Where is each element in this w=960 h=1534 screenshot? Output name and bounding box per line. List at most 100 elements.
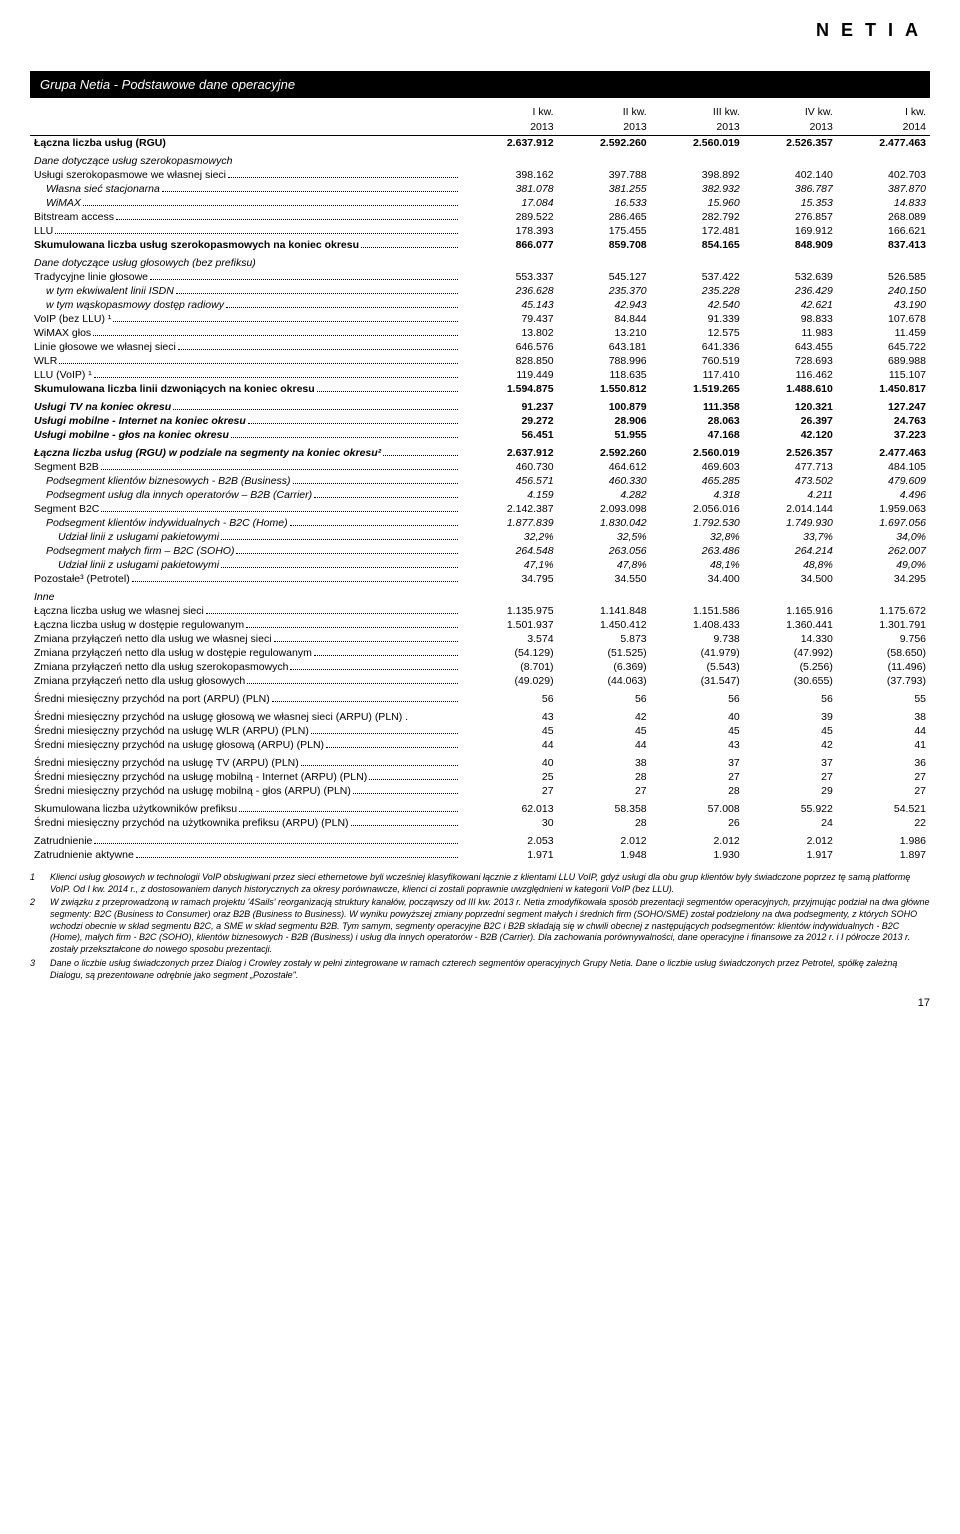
row-label: Zmiana przyłączeń netto dla usług szerok… (34, 661, 288, 673)
cell-value: 1.450.817 (837, 382, 930, 396)
cell-value: 26.397 (744, 414, 837, 428)
cell-value: 32,8% (651, 530, 744, 544)
row-label: WiMAX (34, 197, 81, 209)
cell-value: 51.955 (558, 428, 651, 442)
cell-value: 27 (651, 770, 744, 784)
cell-value: 1.986 (837, 834, 930, 848)
cell-value: 56 (558, 692, 651, 706)
row-label: Usługi mobilne - głos na koniec okresu (34, 429, 229, 441)
cell-value: 398.892 (651, 168, 744, 182)
cell-value (558, 154, 651, 168)
cell-value: 2.526.357 (744, 136, 837, 151)
cell-value: 1.749.930 (744, 516, 837, 530)
row-label: Podsegment małych firm – B2C (SOHO) (34, 545, 234, 557)
cell-value: 79.437 (464, 312, 557, 326)
cell-value: 235.228 (651, 284, 744, 298)
period-header: III kw. (651, 104, 744, 119)
cell-value: 14.330 (744, 632, 837, 646)
cell-value: 1.594.875 (464, 382, 557, 396)
cell-value: 387.870 (837, 182, 930, 196)
cell-value: 484.105 (837, 460, 930, 474)
cell-value: 36 (837, 756, 930, 770)
row-label: Udział linii z usługami pakietowymi (34, 559, 219, 571)
row-label: Zmiana przyłączeń netto dla usług w dost… (34, 647, 312, 659)
table-row: Usługi mobilne - Internet na koniec okre… (30, 414, 930, 428)
cell-value: 4.318 (651, 488, 744, 502)
cell-value: 29.272 (464, 414, 557, 428)
cell-value: 38 (558, 756, 651, 770)
row-label: Średni miesięczny przychód na usługę mob… (34, 771, 367, 783)
cell-value: 48,1% (651, 558, 744, 572)
cell-value: 41 (837, 738, 930, 752)
cell-value: 1.959.063 (837, 502, 930, 516)
cell-value (651, 154, 744, 168)
row-label: Zmiana przyłączeń netto dla usług głosow… (34, 675, 245, 687)
cell-value: 1.151.586 (651, 604, 744, 618)
footnote-text: Klienci usług głosowych w technologii Vo… (50, 872, 930, 895)
cell-value: 4.496 (837, 488, 930, 502)
cell-value: 479.609 (837, 474, 930, 488)
table-row: Segment B2B460.730464.612469.603477.7134… (30, 460, 930, 474)
cell-value (651, 590, 744, 604)
cell-value: 91.237 (464, 400, 557, 414)
period-year: 2013 (744, 119, 837, 136)
row-label: Zmiana przyłączeń netto dla usług we wła… (34, 633, 272, 645)
cell-value (744, 154, 837, 168)
cell-value: 1.175.672 (837, 604, 930, 618)
cell-value: 45 (651, 724, 744, 738)
table-row: Średni miesięczny przychód na użytkownik… (30, 816, 930, 830)
cell-value: 25 (464, 770, 557, 784)
table-row: Dane dotyczące usług głosowych (bez pref… (30, 256, 930, 270)
table-row: Podsegment małych firm – B2C (SOHO)264.5… (30, 544, 930, 558)
table-row: Linie głosowe we własnej sieci646.576643… (30, 340, 930, 354)
cell-value: 34.400 (651, 572, 744, 586)
cell-value: 44 (464, 738, 557, 752)
data-table: I kw.II kw.III kw.IV kw.I kw.20132013201… (30, 104, 930, 862)
cell-value: 13.210 (558, 326, 651, 340)
table-row: Średni miesięczny przychód na port (ARPU… (30, 692, 930, 706)
cell-value: 44 (837, 724, 930, 738)
cell-value: 5.873 (558, 632, 651, 646)
cell-value: 56 (651, 692, 744, 706)
footnote-num: 3 (30, 958, 50, 981)
cell-value: 402.703 (837, 168, 930, 182)
cell-value: 788.996 (558, 354, 651, 368)
table-row: Zmiana przyłączeń netto dla usług głosow… (30, 674, 930, 688)
row-label: w tym wąskopasmowy dostęp radiowy (34, 299, 224, 311)
cell-value: 386.787 (744, 182, 837, 196)
cell-value: 33,7% (744, 530, 837, 544)
cell-value: 1.360.441 (744, 618, 837, 632)
cell-value: 381.255 (558, 182, 651, 196)
row-label: Dane dotyczące usług szerokopasmowych (34, 155, 232, 167)
table-row: Średni miesięczny przychód na usługę gło… (30, 710, 930, 724)
cell-value: 28.906 (558, 414, 651, 428)
table-row: Skumulowana liczba usług szerokopasmowyc… (30, 238, 930, 252)
cell-value: 48,8% (744, 558, 837, 572)
cell-value (464, 256, 557, 270)
cell-value: 27 (837, 770, 930, 784)
cell-value: (44.063) (558, 674, 651, 688)
row-label: Własna sieć stacjonarna (34, 183, 160, 195)
cell-value: (41.979) (651, 646, 744, 660)
cell-value: 1.897 (837, 848, 930, 862)
cell-value: 848.909 (744, 238, 837, 252)
table-row: w tym wąskopasmowy dostęp radiowy45.1434… (30, 298, 930, 312)
cell-value: 276.857 (744, 210, 837, 224)
cell-value: 57.008 (651, 802, 744, 816)
cell-value: 42 (558, 710, 651, 724)
row-label: Usługi TV na koniec okresu (34, 401, 171, 413)
table-row: Udział linii z usługami pakietowymi32,2%… (30, 530, 930, 544)
row-label: Łączna liczba usług (RGU) w podziale na … (34, 447, 381, 459)
cell-value: 1.501.937 (464, 618, 557, 632)
cell-value: 1.830.042 (558, 516, 651, 530)
cell-value: 1.550.812 (558, 382, 651, 396)
table-row: Średni miesięczny przychód na usługę mob… (30, 784, 930, 798)
period-year: 2013 (558, 119, 651, 136)
cell-value: 32,2% (464, 530, 557, 544)
table-row: w tym ekwiwalent linii ISDN236.628235.37… (30, 284, 930, 298)
cell-value: 42.943 (558, 298, 651, 312)
cell-value: 178.393 (464, 224, 557, 238)
table-row: Skumulowana liczba użytkowników prefiksu… (30, 802, 930, 816)
row-label: Tradycyjne linie głosowe (34, 271, 148, 283)
cell-value: 1.948 (558, 848, 651, 862)
